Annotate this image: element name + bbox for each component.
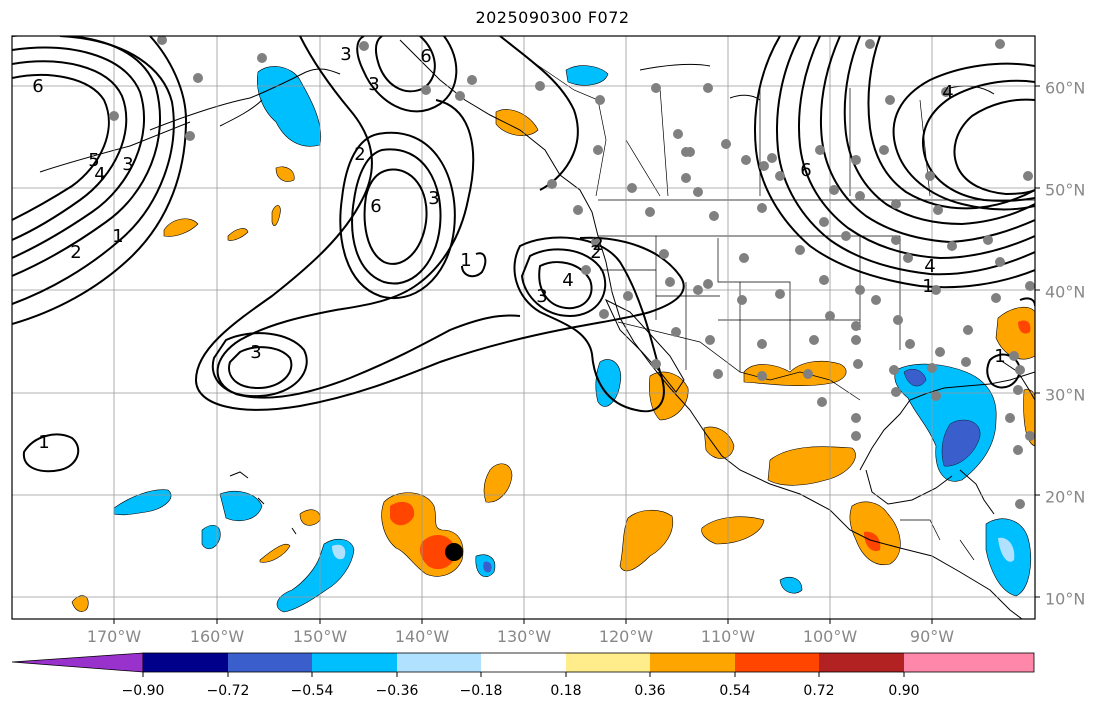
contour-label: 2: [70, 242, 81, 263]
colorbar-tick-label: 0.18: [550, 683, 582, 699]
contour-label: 3: [122, 154, 133, 175]
lon-label: 120°W: [598, 627, 654, 646]
contour-label: 6: [370, 196, 381, 217]
map-title: 2025090300 F072: [475, 8, 630, 27]
lon-label: 160°W: [189, 627, 245, 646]
contour-labels: 6 5 4 2 1 3 3 6 3 2 1 3 2 4 3 2 6 6 4 4 …: [32, 44, 1005, 453]
lat-label: 10°N: [1045, 589, 1086, 609]
storm-center-marker: [445, 543, 463, 561]
contour-label: 5: [88, 150, 99, 171]
contour-label: 1: [994, 346, 1005, 367]
colorbar-tick-label: −0.72: [206, 683, 250, 699]
lat-label: 30°N: [1045, 385, 1086, 405]
station-markers: [109, 36, 1035, 509]
lon-label: 140°W: [394, 627, 450, 646]
contour-label: 3: [428, 188, 439, 209]
colorbar-tick-label: −0.54: [290, 683, 334, 699]
contour-label: 2: [354, 144, 365, 165]
colorbar-tick-label: −0.90: [121, 683, 165, 699]
axis-ticks: [113, 85, 1040, 624]
contour-label: 1: [460, 250, 471, 271]
contour-label: 3: [250, 342, 261, 363]
contour-label: 3: [368, 74, 379, 95]
lon-label: 100°W: [802, 627, 858, 646]
contour-label: 1: [112, 226, 123, 247]
contour-label: 6: [32, 76, 43, 97]
lon-label: 90°W: [909, 627, 955, 646]
lon-label: 110°W: [700, 627, 756, 646]
colorbar-tick-label: 0.72: [803, 683, 835, 699]
gridlines: [12, 36, 1035, 619]
contour-label: 1: [38, 432, 49, 453]
colorbar-tick-label: 0.54: [719, 683, 751, 699]
lon-label: 150°W: [292, 627, 348, 646]
lat-label: 50°N: [1045, 180, 1086, 200]
lat-label: 20°N: [1045, 487, 1086, 507]
lat-label: 40°N: [1045, 282, 1086, 302]
colorbar-tick-label: −0.36: [375, 683, 419, 699]
contour-layer: [12, 36, 1035, 473]
lat-label: 60°N: [1045, 78, 1086, 98]
colorbar-tick-label: 0.90: [888, 683, 920, 699]
colorbar-tick-label: −0.18: [459, 683, 503, 699]
colorbar-tick-label: 0.36: [634, 683, 666, 699]
contour-label: 3: [340, 44, 351, 65]
contour-label: 6: [800, 160, 811, 181]
lon-label: 130°W: [496, 627, 552, 646]
political-borders: [529, 59, 1035, 561]
contour-label: 3: [536, 286, 547, 307]
contour-label: 4: [942, 82, 953, 103]
contour-label: 6: [420, 46, 431, 67]
colorbar: [11, 652, 1035, 677]
contour-label: 2: [590, 242, 601, 263]
contour-label: 1: [922, 276, 933, 297]
contour-label: 2: [592, 234, 603, 255]
contour-label: 4: [94, 164, 105, 185]
contour-label: 4: [924, 256, 935, 277]
lon-label: 170°W: [86, 627, 142, 646]
contour-label: 4: [562, 270, 573, 291]
